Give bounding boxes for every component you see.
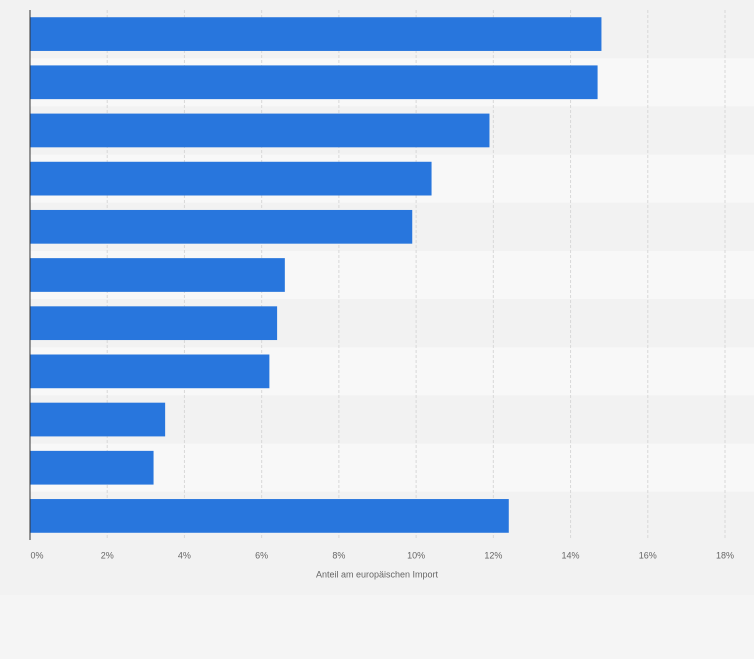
x-tick-label: 2% bbox=[101, 550, 114, 560]
x-tick-label: 12% bbox=[484, 550, 502, 560]
x-tick-label: 10% bbox=[407, 550, 425, 560]
bar bbox=[30, 161, 432, 196]
bar bbox=[30, 354, 270, 389]
x-tick-label: 8% bbox=[332, 550, 345, 560]
x-tick-label: 18% bbox=[716, 550, 734, 560]
bar bbox=[30, 258, 285, 292]
bar bbox=[30, 306, 278, 341]
bar bbox=[30, 499, 509, 533]
bar bbox=[30, 450, 154, 485]
bar bbox=[30, 402, 166, 437]
x-tick-label: 16% bbox=[639, 550, 657, 560]
x-tick-label: 14% bbox=[562, 550, 580, 560]
x-axis-title: Anteil am europäischen Import bbox=[316, 569, 439, 579]
x-tick-label: 0% bbox=[30, 550, 43, 560]
bar bbox=[30, 65, 598, 100]
x-tick-label: 6% bbox=[255, 550, 268, 560]
bar bbox=[30, 209, 413, 244]
bar bbox=[30, 17, 602, 51]
bar bbox=[30, 113, 490, 148]
x-tick-label: 4% bbox=[178, 550, 191, 560]
